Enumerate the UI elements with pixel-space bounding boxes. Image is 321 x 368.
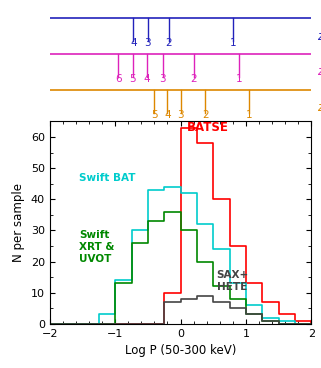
Text: SAX+
HETE: SAX+ HETE: [217, 270, 249, 291]
Text: 1: 1: [246, 110, 253, 120]
Text: 1: 1: [236, 74, 243, 84]
Text: 5: 5: [129, 74, 136, 84]
Text: 2: 2: [190, 74, 197, 84]
Text: 5: 5: [151, 110, 158, 120]
Text: 2: 2: [166, 38, 172, 48]
Text: Swift
XRT &
UVOT: Swift XRT & UVOT: [79, 230, 115, 263]
Text: 3: 3: [177, 110, 184, 120]
Text: 1: 1: [230, 38, 236, 48]
Text: 3: 3: [144, 38, 151, 48]
Text: 2: 2: [202, 110, 209, 120]
Text: BATSE: BATSE: [187, 121, 229, 134]
Text: $z_{\rm SLF}$: $z_{\rm SLF}$: [317, 67, 321, 80]
Text: Swift BAT: Swift BAT: [79, 173, 136, 183]
Text: $z_{\rm NE}$: $z_{\rm NE}$: [317, 32, 321, 45]
Y-axis label: N per sample: N per sample: [12, 183, 25, 262]
Text: 6: 6: [115, 74, 122, 84]
Text: $z_{\rm SFR}$: $z_{\rm SFR}$: [317, 103, 321, 116]
Text: 4: 4: [164, 110, 171, 120]
X-axis label: Log P (50-300 keV): Log P (50-300 keV): [125, 344, 236, 357]
Text: 4: 4: [130, 38, 137, 48]
Text: 3: 3: [160, 74, 166, 84]
Text: 4: 4: [143, 74, 150, 84]
